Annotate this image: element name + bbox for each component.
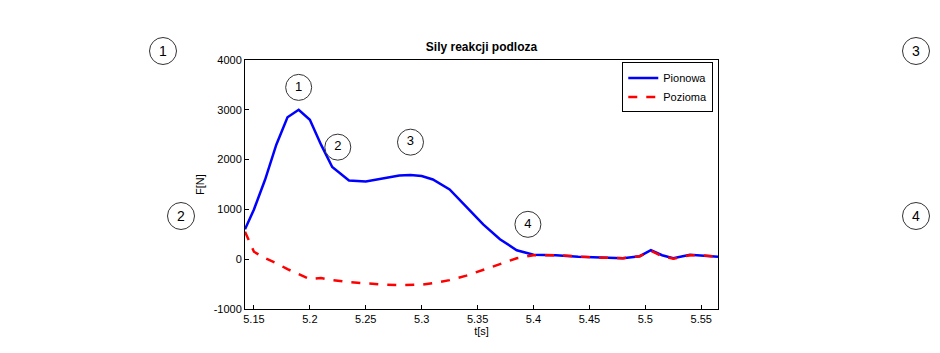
svg-text:5.35: 5.35 xyxy=(467,313,488,325)
svg-text:5.5: 5.5 xyxy=(638,313,653,325)
html-text:1: 1 xyxy=(159,43,167,59)
svg-text:2000: 2000 xyxy=(217,153,241,165)
html-text:2: 2 xyxy=(177,208,185,224)
html-text:3: 3 xyxy=(912,43,920,59)
svg-text:F[N]: F[N] xyxy=(194,174,206,195)
svg-text:Pozioma: Pozioma xyxy=(663,91,707,103)
svg-text:5.2: 5.2 xyxy=(302,313,317,325)
svg-text:5.3: 5.3 xyxy=(414,313,429,325)
svg-text:5.45: 5.45 xyxy=(579,313,600,325)
svg-text:0: 0 xyxy=(236,253,242,265)
svg-text:Sily reakcji podloza: Sily reakcji podloza xyxy=(426,40,538,54)
svg-text:-1000: -1000 xyxy=(214,303,242,315)
svg-text:3000: 3000 xyxy=(217,104,241,116)
html-text:4: 4 xyxy=(912,208,920,224)
svg-text:5.55: 5.55 xyxy=(691,313,712,325)
svg-text:1: 1 xyxy=(295,79,302,94)
svg-text:2: 2 xyxy=(334,138,341,153)
svg-text:4: 4 xyxy=(524,216,531,231)
svg-text:Pionowa: Pionowa xyxy=(663,72,706,84)
svg-text:1000: 1000 xyxy=(217,203,241,215)
svg-text:t[s]: t[s] xyxy=(474,325,489,337)
svg-text:4000: 4000 xyxy=(217,54,241,66)
svg-text:5.25: 5.25 xyxy=(355,313,376,325)
svg-text:5.4: 5.4 xyxy=(526,313,541,325)
svg-text:5.15: 5.15 xyxy=(243,313,264,325)
svg-text:3: 3 xyxy=(407,133,414,148)
